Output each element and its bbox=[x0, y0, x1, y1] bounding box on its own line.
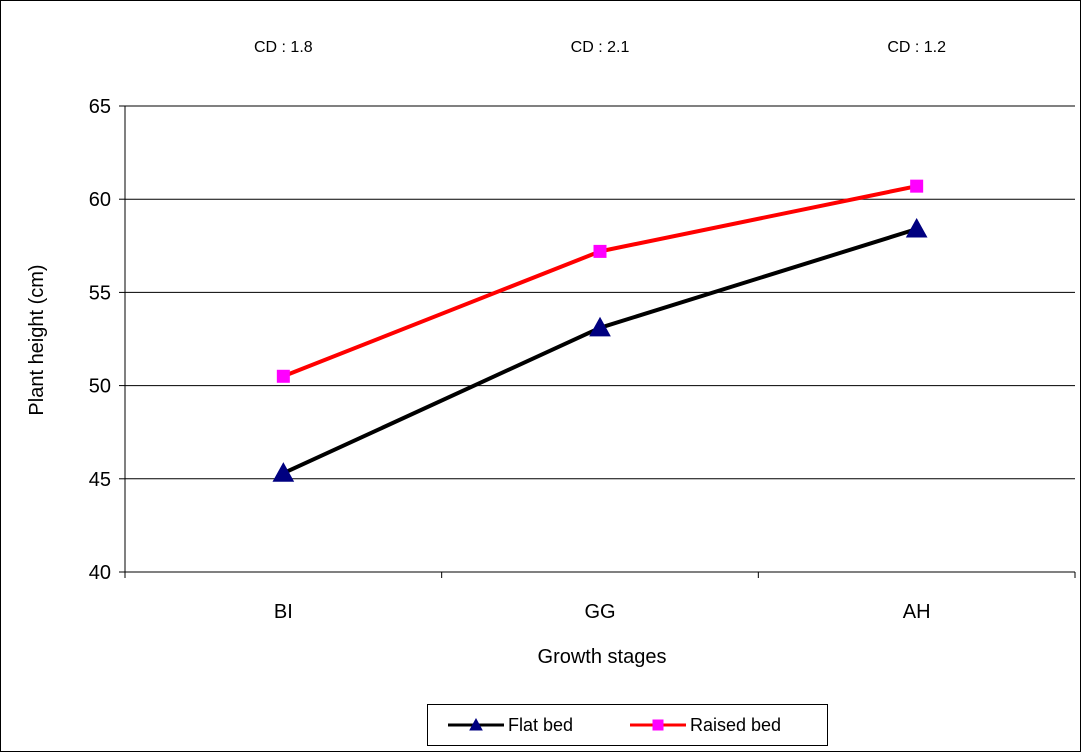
y-tick-labels: 40 45 50 55 60 65 bbox=[89, 96, 111, 584]
series-line-flat-bed bbox=[282, 227, 918, 476]
legend-label-raised-bed: Raised bed bbox=[690, 714, 782, 735]
y-tick-label: 65 bbox=[89, 96, 111, 118]
y-tick-label: 55 bbox=[89, 282, 111, 304]
axes bbox=[119, 105, 1076, 578]
data-point-raised-bed bbox=[276, 369, 290, 383]
y-axis-title: Plant height (cm) bbox=[26, 264, 48, 415]
x-axis-title: Growth stages bbox=[538, 646, 667, 668]
cd-annotation: CD : 1.8 bbox=[254, 39, 313, 56]
legend-label-flat-bed: Flat bed bbox=[508, 714, 574, 735]
data-series bbox=[272, 179, 928, 482]
gridlines bbox=[125, 105, 1075, 480]
cd-annotation: CD : 1.2 bbox=[887, 39, 946, 56]
data-point-flat-bed bbox=[905, 217, 928, 238]
data-point-flat-bed bbox=[589, 316, 611, 337]
data-point-raised-bed bbox=[593, 244, 607, 258]
legend-swatch-flat-bed bbox=[448, 717, 504, 731]
x-tick-label-gg: GG bbox=[584, 601, 615, 623]
y-tick-label: 50 bbox=[89, 376, 111, 398]
legend-swatch-raised-bed bbox=[630, 719, 686, 731]
x-tick-labels: BI GG AH bbox=[274, 601, 931, 623]
y-tick-label: 45 bbox=[89, 469, 111, 491]
x-tick-label-ah: AH bbox=[903, 601, 931, 623]
cd-annotation: CD : 2.1 bbox=[571, 39, 630, 56]
series-line-raised-bed bbox=[282, 184, 918, 379]
legend-item-raised-bed: Raised bed bbox=[630, 705, 781, 745]
x-tick-label-bi: BI bbox=[274, 601, 293, 623]
legend: Flat bed Raised bed bbox=[427, 704, 828, 746]
data-point-raised-bed bbox=[910, 179, 924, 193]
legend-item-flat-bed: Flat bed bbox=[448, 705, 573, 745]
y-tick-label: 40 bbox=[89, 562, 111, 584]
y-tick-label: 60 bbox=[89, 189, 111, 211]
data-point-flat-bed bbox=[272, 462, 295, 482]
cd-annotations: CD : 1.8 CD : 2.1 CD : 1.2 bbox=[254, 39, 946, 56]
